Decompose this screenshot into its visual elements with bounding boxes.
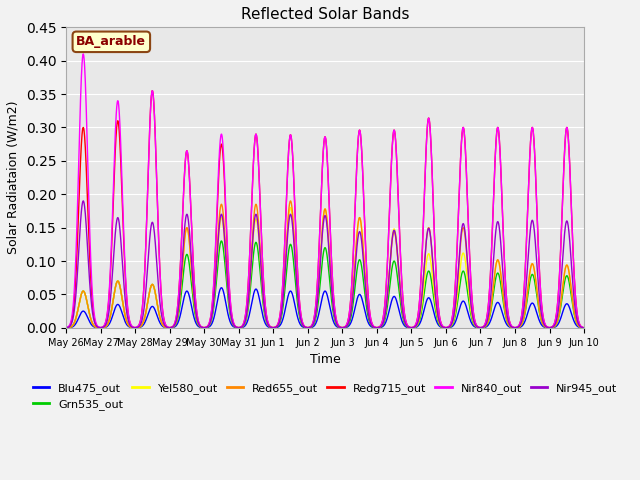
Blu475_out bbox=[261, 319, 269, 325]
Yel580_out bbox=[570, 308, 578, 313]
Redg715_out bbox=[580, 325, 588, 331]
Nir945_out bbox=[152, 249, 160, 255]
Y-axis label: Solar Radiataion (W/m2): Solar Radiataion (W/m2) bbox=[7, 101, 20, 254]
Red655_out bbox=[121, 312, 129, 318]
Grn535_out bbox=[570, 311, 578, 316]
Red655_out bbox=[62, 325, 70, 331]
Nir945_out bbox=[570, 296, 578, 301]
Red655_out bbox=[570, 308, 578, 313]
Line: Yel580_out: Yel580_out bbox=[66, 208, 584, 328]
Line: Red655_out: Red655_out bbox=[66, 201, 584, 328]
Yel580_out bbox=[287, 205, 294, 211]
Line: Grn535_out: Grn535_out bbox=[66, 241, 584, 328]
Redg715_out bbox=[284, 175, 291, 181]
Grn535_out bbox=[284, 260, 291, 266]
Grn535_out bbox=[261, 313, 269, 319]
Redg715_out bbox=[515, 324, 522, 329]
Grn535_out bbox=[218, 238, 225, 244]
Blu475_out bbox=[62, 325, 70, 331]
Grn535_out bbox=[121, 312, 129, 318]
Line: Redg715_out: Redg715_out bbox=[66, 91, 584, 328]
Blu475_out bbox=[121, 319, 129, 324]
Blu475_out bbox=[580, 325, 588, 331]
Redg715_out bbox=[121, 269, 129, 275]
Nir945_out bbox=[284, 237, 291, 243]
Red655_out bbox=[261, 306, 269, 312]
Yel580_out bbox=[261, 308, 269, 314]
Blu475_out bbox=[284, 297, 291, 302]
Line: Blu475_out: Blu475_out bbox=[66, 288, 584, 328]
Yel580_out bbox=[580, 325, 588, 331]
Yel580_out bbox=[62, 325, 70, 331]
Yel580_out bbox=[515, 324, 522, 330]
Blu475_out bbox=[570, 318, 578, 324]
Grn535_out bbox=[580, 325, 588, 331]
Nir945_out bbox=[580, 325, 588, 331]
Line: Nir945_out: Nir945_out bbox=[66, 201, 584, 328]
Grn535_out bbox=[515, 324, 522, 330]
Nir945_out bbox=[62, 325, 70, 331]
Blu475_out bbox=[218, 285, 225, 290]
Nir840_out bbox=[261, 298, 269, 303]
Nir840_out bbox=[122, 267, 129, 273]
Yel580_out bbox=[121, 312, 129, 318]
Nir840_out bbox=[62, 325, 70, 331]
Redg715_out bbox=[148, 88, 156, 94]
Line: Nir840_out: Nir840_out bbox=[66, 54, 584, 328]
Nir840_out bbox=[152, 155, 160, 160]
Grn535_out bbox=[62, 325, 70, 331]
Red655_out bbox=[284, 229, 291, 235]
Nir945_out bbox=[122, 297, 129, 303]
Nir945_out bbox=[261, 309, 269, 314]
Yel580_out bbox=[284, 234, 291, 240]
Redg715_out bbox=[570, 271, 578, 276]
Nir840_out bbox=[580, 325, 588, 331]
Blu475_out bbox=[152, 309, 159, 315]
Redg715_out bbox=[152, 155, 160, 160]
Text: BA_arable: BA_arable bbox=[76, 36, 147, 48]
Nir840_out bbox=[515, 324, 522, 329]
Red655_out bbox=[515, 324, 522, 330]
Red655_out bbox=[152, 293, 159, 299]
Nir945_out bbox=[515, 324, 522, 330]
Title: Reflected Solar Bands: Reflected Solar Bands bbox=[241, 7, 410, 22]
Nir840_out bbox=[570, 271, 578, 276]
Grn535_out bbox=[152, 293, 159, 299]
X-axis label: Time: Time bbox=[310, 353, 340, 366]
Nir945_out bbox=[79, 198, 87, 204]
Nir840_out bbox=[284, 175, 291, 181]
Legend: Blu475_out, Grn535_out, Yel580_out, Red655_out, Redg715_out, Nir840_out, Nir945_: Blu475_out, Grn535_out, Yel580_out, Red6… bbox=[28, 378, 622, 415]
Nir840_out bbox=[79, 51, 87, 57]
Redg715_out bbox=[62, 325, 70, 331]
Blu475_out bbox=[515, 325, 522, 331]
Redg715_out bbox=[261, 298, 269, 303]
Red655_out bbox=[287, 198, 294, 204]
Red655_out bbox=[580, 325, 588, 331]
Yel580_out bbox=[152, 293, 159, 299]
